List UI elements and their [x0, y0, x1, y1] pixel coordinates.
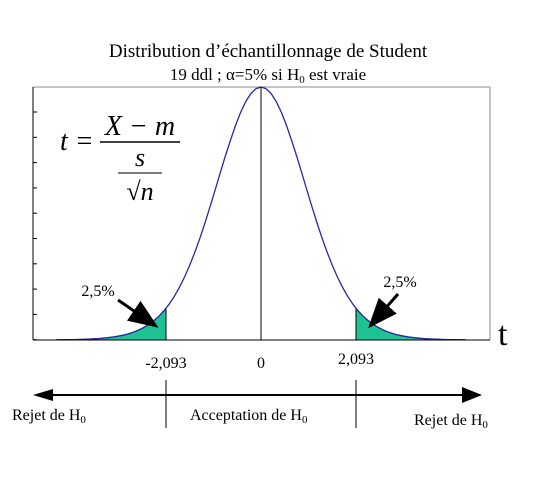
- formula-sqrt-n: √n: [126, 177, 153, 206]
- axis-label: t: [498, 316, 508, 353]
- subtitle: 19 ddl ; α=5% si H0 est vraie: [170, 65, 366, 86]
- formula-numerator: X − m: [104, 111, 175, 142]
- tail-label: 2,5%: [383, 274, 416, 291]
- title: Distribution d’échantillonnage de Studen…: [109, 41, 428, 62]
- tail-label: 2,5%: [81, 283, 114, 300]
- region-label: Acceptation de H0: [190, 407, 308, 426]
- tick-label: 2,093: [338, 351, 374, 368]
- arrow-head: [33, 389, 53, 401]
- subtitle-end: est vraie: [305, 65, 366, 84]
- subscript: 0: [302, 414, 308, 426]
- region-main: Rejet de H: [12, 407, 81, 424]
- subscript: 0: [80, 414, 86, 426]
- region-main: Acceptation de H: [190, 407, 302, 424]
- tick-label: 0: [257, 355, 265, 372]
- tick-label: -2,093: [145, 355, 186, 372]
- subscript: 0: [299, 74, 305, 86]
- formula-lhs: t =: [60, 126, 94, 157]
- subscript: 0: [482, 419, 488, 431]
- formula-s: s: [135, 143, 145, 172]
- plot: [32, 86, 491, 341]
- subtitle-main: 19 ddl ; α=5% si H: [170, 65, 299, 84]
- region-label: Rejet de H0: [414, 412, 488, 431]
- region-label: Rejet de H0: [12, 407, 86, 426]
- region-main: Rejet de H: [414, 412, 483, 429]
- arrow: [117, 298, 159, 328]
- arrow: [368, 293, 400, 329]
